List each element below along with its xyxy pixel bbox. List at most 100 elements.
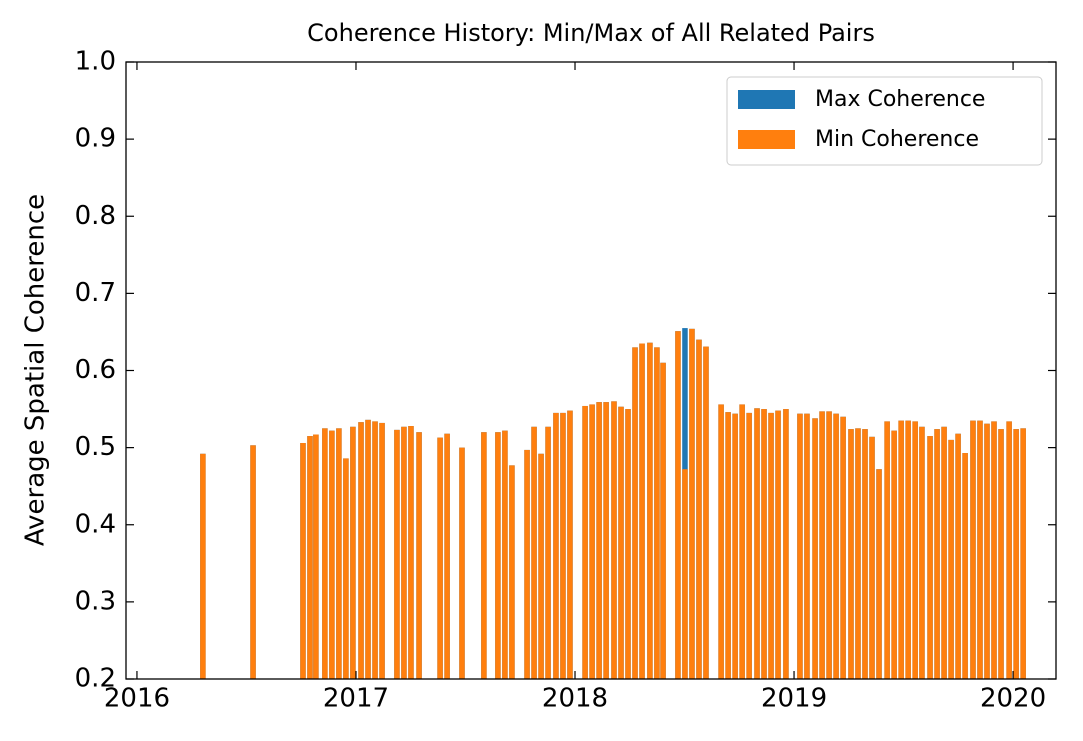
y-tick-label: 0.2 (75, 664, 116, 694)
bar (531, 426, 537, 679)
bar (307, 436, 313, 679)
bar (948, 439, 954, 679)
bar (812, 418, 818, 679)
legend-box (726, 76, 1043, 166)
bar (444, 433, 450, 679)
bar (826, 411, 832, 679)
bar (639, 343, 645, 679)
bar (250, 445, 256, 679)
bar (998, 429, 1004, 679)
bar (675, 331, 681, 679)
bar (336, 428, 342, 679)
bar (984, 423, 990, 679)
bar (761, 409, 767, 679)
bar (891, 430, 897, 679)
bar (884, 421, 890, 679)
legend-label: Max Coherence (815, 87, 985, 112)
bar (732, 413, 738, 679)
legend: Max Coherence Min Coherence (726, 76, 1043, 166)
bar (358, 422, 364, 679)
x-tick-label: 2016 (104, 684, 170, 714)
bar (560, 412, 566, 679)
bar (718, 404, 724, 679)
bar (379, 422, 385, 679)
bar (696, 339, 702, 679)
bar (797, 413, 803, 679)
bar (775, 410, 781, 679)
bar (689, 328, 695, 679)
bar (1006, 421, 1012, 679)
bar (725, 412, 731, 679)
y-tick-label: 0.8 (75, 201, 116, 231)
bar (647, 342, 653, 679)
bar (962, 453, 968, 679)
y-tick-label: 0.6 (75, 355, 116, 385)
legend-swatch (738, 90, 795, 109)
bar (343, 458, 349, 679)
y-tick-label: 0.9 (75, 124, 116, 154)
bar (596, 402, 602, 679)
bar (509, 465, 515, 679)
bar (783, 409, 789, 679)
bar (739, 404, 745, 679)
bar (365, 419, 371, 679)
bar (654, 347, 660, 679)
bar (632, 347, 638, 679)
bar (524, 449, 530, 679)
bar (833, 413, 839, 679)
bar (855, 428, 861, 679)
bar (848, 429, 854, 679)
bar (618, 406, 624, 679)
bar (819, 411, 825, 679)
bar (912, 421, 918, 679)
bar (401, 426, 407, 679)
y-axis-label: Average Spatial Coherence (21, 194, 51, 546)
bar (840, 416, 846, 679)
chart-title: Coherence History: Min/Max of All Relate… (307, 19, 875, 47)
bar (625, 409, 631, 679)
y-tick-label: 0.5 (75, 432, 116, 462)
x-tick-label: 2020 (980, 684, 1046, 714)
bar (746, 412, 752, 679)
bar (322, 428, 328, 679)
bar (905, 420, 911, 679)
bar (682, 469, 688, 679)
bar (589, 404, 595, 679)
bar (876, 469, 882, 679)
bar (372, 421, 378, 679)
bar (567, 410, 573, 679)
bar (582, 405, 588, 679)
bar (927, 436, 933, 679)
y-tick-label: 0.3 (75, 586, 116, 616)
bar (768, 412, 774, 679)
bar (991, 421, 997, 679)
y-tick-label: 1.0 (75, 47, 116, 77)
bar (502, 430, 508, 679)
bar (394, 429, 400, 679)
x-tick-label: 2018 (542, 684, 608, 714)
bar (300, 442, 306, 679)
bar (408, 426, 414, 679)
bar (553, 412, 559, 679)
bar (703, 346, 709, 679)
y-tick-label: 0.7 (75, 278, 116, 308)
bar (545, 426, 551, 679)
bar (898, 420, 904, 679)
x-tick-label: 2019 (761, 684, 827, 714)
bar (495, 432, 501, 679)
bar (1020, 428, 1026, 679)
bar (416, 432, 422, 679)
bar (970, 420, 976, 679)
bar (350, 426, 356, 679)
bar (437, 437, 443, 679)
bar (919, 426, 925, 679)
bar (862, 429, 868, 679)
bar (1013, 429, 1019, 679)
bar (313, 434, 319, 679)
y-tick-label: 0.4 (75, 509, 116, 539)
bar (660, 362, 666, 679)
bar (754, 408, 760, 679)
bar (538, 453, 544, 679)
bar (934, 429, 940, 679)
